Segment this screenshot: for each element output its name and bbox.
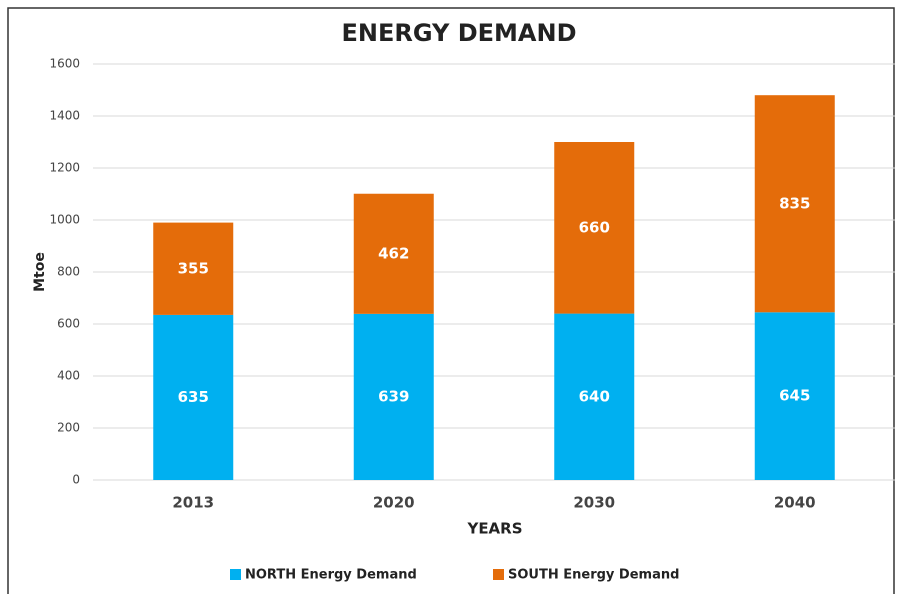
y-tick-label: 1600 <box>49 57 80 71</box>
bar-segment <box>554 313 635 480</box>
y-tick-label: 200 <box>57 421 80 435</box>
data-label: 462 <box>378 244 409 262</box>
legend-label: SOUTH Energy Demand <box>508 568 679 583</box>
data-label: 639 <box>378 387 409 405</box>
x-tick-label: 2013 <box>172 494 214 512</box>
y-tick-label: 1200 <box>49 161 80 175</box>
data-label: 355 <box>178 259 209 277</box>
data-label: 645 <box>779 387 810 405</box>
legend-swatch <box>493 569 504 580</box>
y-tick-label: 0 <box>72 473 80 487</box>
bar-segment <box>353 313 434 480</box>
bar-segment <box>554 142 635 314</box>
x-tick-label: 2020 <box>373 494 415 512</box>
bar-segment <box>153 314 234 480</box>
bar-segment <box>754 312 835 480</box>
legend-swatch <box>230 569 241 580</box>
y-tick-label: 1400 <box>49 109 80 123</box>
y-axis-label: Mtoe <box>32 252 48 292</box>
y-tick-label: 1000 <box>49 213 80 227</box>
x-tick-label: 2040 <box>774 494 816 512</box>
x-axis-label: YEARS <box>466 520 522 538</box>
y-tick-label: 600 <box>57 317 80 331</box>
x-tick-label: 2030 <box>573 494 615 512</box>
data-label: 835 <box>779 194 810 212</box>
data-label: 660 <box>579 218 610 236</box>
y-tick-label: 800 <box>57 265 80 279</box>
legend-label: NORTH Energy Demand <box>245 568 417 583</box>
bar-segment <box>353 193 434 314</box>
bar-segment <box>153 222 234 315</box>
chart-title: ENERGY DEMAND <box>341 19 576 47</box>
y-tick-label: 400 <box>57 369 80 383</box>
chart-frame <box>7 7 895 594</box>
bar-segment <box>754 95 835 313</box>
data-label: 640 <box>579 387 610 405</box>
data-label: 635 <box>178 388 209 406</box>
